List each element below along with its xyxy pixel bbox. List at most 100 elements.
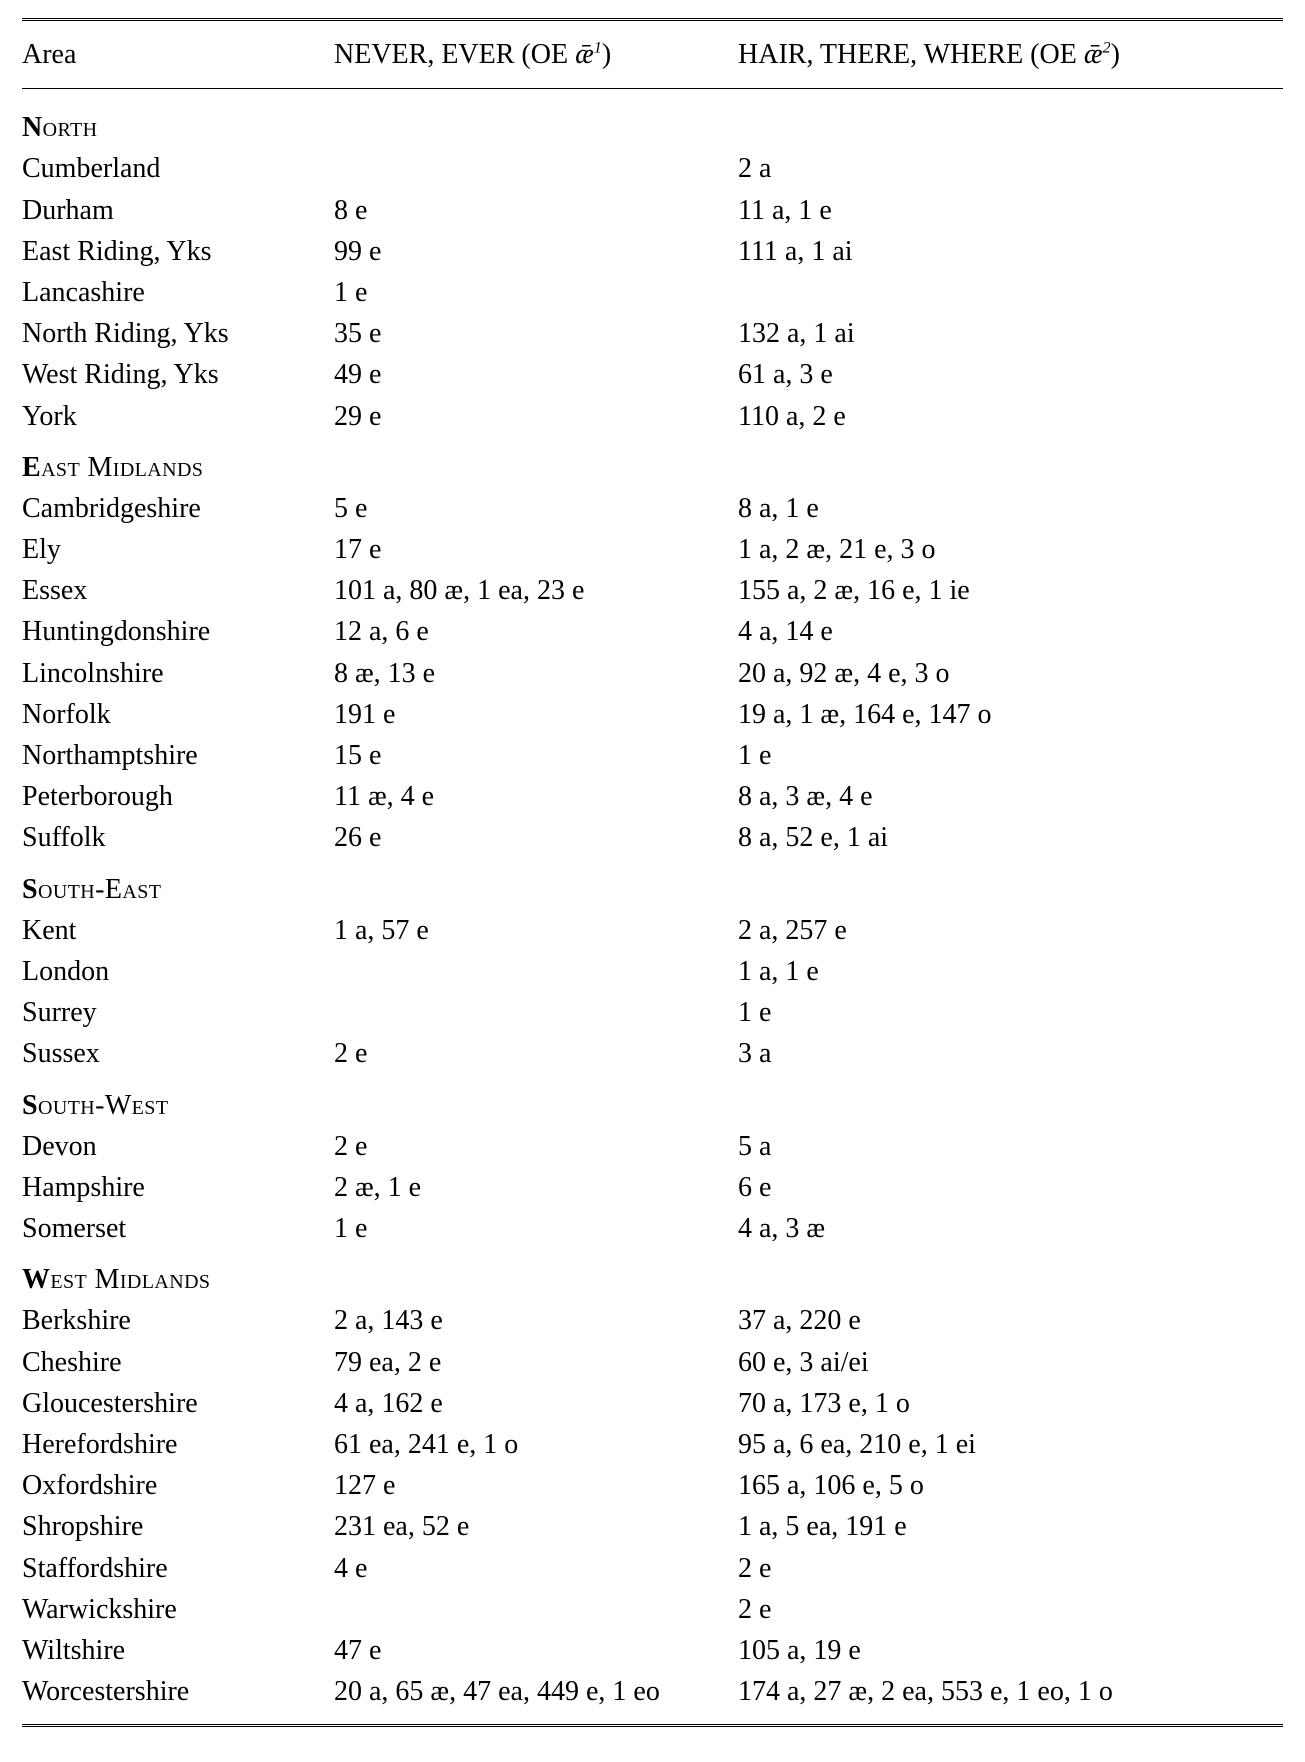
col2-cell: 2 e	[334, 1126, 738, 1167]
col2-cell: 99 e	[334, 231, 738, 272]
section-block: South-WestDevon2 e5 aHampshire2 æ, 1 e6 …	[22, 1075, 1283, 1250]
table-row: Hampshire2 æ, 1 e6 e	[22, 1167, 1283, 1208]
area-cell: York	[22, 396, 334, 437]
area-cell: Wiltshire	[22, 1630, 334, 1671]
col3-cell: 1 a, 2 æ, 21 e, 3 o	[738, 529, 1283, 570]
table-row: Cheshire79 ea, 2 e60 e, 3 ai/ei	[22, 1342, 1283, 1383]
col2-cell	[334, 148, 738, 189]
col2-cell: 5 e	[334, 488, 738, 529]
section-heading-row: West Midlands	[22, 1259, 1283, 1300]
col2-cell: 17 e	[334, 529, 738, 570]
area-cell: Somerset	[22, 1208, 334, 1249]
col3-cell: 3 a	[738, 1033, 1283, 1074]
table-row: East Riding, Yks99 e111 a, 1 ai	[22, 231, 1283, 272]
col2-cell: 26 e	[334, 817, 738, 858]
table-row: Herefordshire61 ea, 241 e, 1 o95 a, 6 ea…	[22, 1424, 1283, 1465]
col2-cell	[334, 992, 738, 1033]
header-col2: NEVER, EVER (OE ǣ1)	[334, 29, 738, 80]
table-row: Sussex2 e3 a	[22, 1033, 1283, 1074]
section-heading-rest: est Midlands	[50, 1264, 210, 1295]
header-col3-sup: 2	[1103, 39, 1111, 57]
table-row: Lancashire1 e	[22, 272, 1283, 313]
area-cell: Cambridgeshire	[22, 488, 334, 529]
table-row: Berkshire2 a, 143 e37 a, 220 e	[22, 1300, 1283, 1341]
area-cell: Ely	[22, 529, 334, 570]
table-row: London 1 a, 1 e	[22, 951, 1283, 992]
table-row: Kent1 a, 57 e2 a, 257 e	[22, 910, 1283, 951]
table-row: Shropshire231 ea, 52 e1 a, 5 ea, 191 e	[22, 1506, 1283, 1547]
section-heading: West Midlands	[22, 1259, 1283, 1300]
col2-cell: 49 e	[334, 354, 738, 395]
area-cell: Essex	[22, 570, 334, 611]
table-body: NorthCumberland2 aDurham8 e11 a, 1 eEast…	[22, 101, 1283, 1712]
section-heading-rest: orth	[43, 112, 98, 143]
table-row: North Riding, Yks35 e132 a, 1 ai	[22, 313, 1283, 354]
area-cell: Lancashire	[22, 272, 334, 313]
col3-cell: 4 a, 14 e	[738, 611, 1283, 652]
col3-cell: 1 a, 1 e	[738, 951, 1283, 992]
header-col3-b: )	[1111, 39, 1120, 70]
col2-cell: 15 e	[334, 735, 738, 776]
col2-cell: 2 æ, 1 e	[334, 1167, 738, 1208]
table-row: Gloucestershire4 a, 162 e70 a, 173 e, 1 …	[22, 1383, 1283, 1424]
table-row: Durham8 e11 a, 1 e	[22, 190, 1283, 231]
table-row: Lincolnshire8 æ, 13 e20 a, 92 æ, 4 e, 3 …	[22, 653, 1283, 694]
col2-cell: 1 e	[334, 1208, 738, 1249]
col3-cell: 2 a	[738, 148, 1283, 189]
area-cell: Sussex	[22, 1033, 334, 1074]
col3-cell: 174 a, 27 æ, 2 ea, 553 e, 1 eo, 1 o	[738, 1671, 1283, 1712]
area-cell: Norfolk	[22, 694, 334, 735]
col2-cell: 1 a, 57 e	[334, 910, 738, 951]
table-row: Worcestershire20 a, 65 æ, 47 ea, 449 e, …	[22, 1671, 1283, 1712]
header-col3-a: HAIR, THERE, WHERE (OE	[738, 39, 1084, 70]
area-cell: London	[22, 951, 334, 992]
col3-cell: 1 e	[738, 735, 1283, 776]
section-heading-row: South-West	[22, 1085, 1283, 1126]
col2-cell: 4 a, 162 e	[334, 1383, 738, 1424]
area-cell: Peterborough	[22, 776, 334, 817]
col3-cell: 19 a, 1 æ, 164 e, 147 o	[738, 694, 1283, 735]
col3-cell: 5 a	[738, 1126, 1283, 1167]
col2-cell: 61 ea, 241 e, 1 o	[334, 1424, 738, 1465]
col3-cell	[738, 272, 1283, 313]
table-row: Cambridgeshire5 e8 a, 1 e	[22, 488, 1283, 529]
col3-cell: 2 e	[738, 1589, 1283, 1630]
section-heading-cap: E	[22, 452, 41, 483]
col2-cell: 127 e	[334, 1465, 738, 1506]
col3-cell: 70 a, 173 e, 1 o	[738, 1383, 1283, 1424]
header-col2-a: NEVER, EVER (OE	[334, 39, 575, 70]
col3-cell: 2 a, 257 e	[738, 910, 1283, 951]
col3-cell: 165 a, 106 e, 5 o	[738, 1465, 1283, 1506]
table-row: Warwickshire 2 e	[22, 1589, 1283, 1630]
section-heading-rest: ast Midlands	[41, 452, 203, 483]
col3-cell: 1 a, 5 ea, 191 e	[738, 1506, 1283, 1547]
col2-cell: 11 æ, 4 e	[334, 776, 738, 817]
header-col3-sym: ǣ	[1084, 39, 1103, 70]
col3-cell: 8 a, 1 e	[738, 488, 1283, 529]
area-cell: Berkshire	[22, 1300, 334, 1341]
area-cell: Herefordshire	[22, 1424, 334, 1465]
section-heading-rest: outh-East	[38, 874, 161, 905]
section-heading-cap: S	[22, 874, 38, 905]
section-heading-cap: S	[22, 1090, 38, 1121]
table-row: Essex101 a, 80 æ, 1 ea, 23 e155 a, 2 æ, …	[22, 570, 1283, 611]
table-row: Wiltshire47 e105 a, 19 e	[22, 1630, 1283, 1671]
col3-cell: 95 a, 6 ea, 210 e, 1 ei	[738, 1424, 1283, 1465]
area-cell: Gloucestershire	[22, 1383, 334, 1424]
table-row: Northamptshire15 e1 e	[22, 735, 1283, 776]
col3-cell: 37 a, 220 e	[738, 1300, 1283, 1341]
area-cell: Warwickshire	[22, 1589, 334, 1630]
col2-cell: 2 a, 143 e	[334, 1300, 738, 1341]
table-row: Somerset1 e4 a, 3 æ	[22, 1208, 1283, 1249]
section-heading-row: North	[22, 107, 1283, 148]
table-row: Suffolk26 e8 a, 52 e, 1 ai	[22, 817, 1283, 858]
section-heading-row: East Midlands	[22, 447, 1283, 488]
table-row: Devon2 e5 a	[22, 1126, 1283, 1167]
section-heading: East Midlands	[22, 447, 1283, 488]
header-col2-sup: 1	[594, 39, 602, 57]
table-row: Surrey1 e	[22, 992, 1283, 1033]
table-row: Cumberland2 a	[22, 148, 1283, 189]
table-row: Peterborough11 æ, 4 e8 a, 3 æ, 4 e	[22, 776, 1283, 817]
col3-cell: 155 a, 2 æ, 16 e, 1 ie	[738, 570, 1283, 611]
area-cell: Huntingdonshire	[22, 611, 334, 652]
